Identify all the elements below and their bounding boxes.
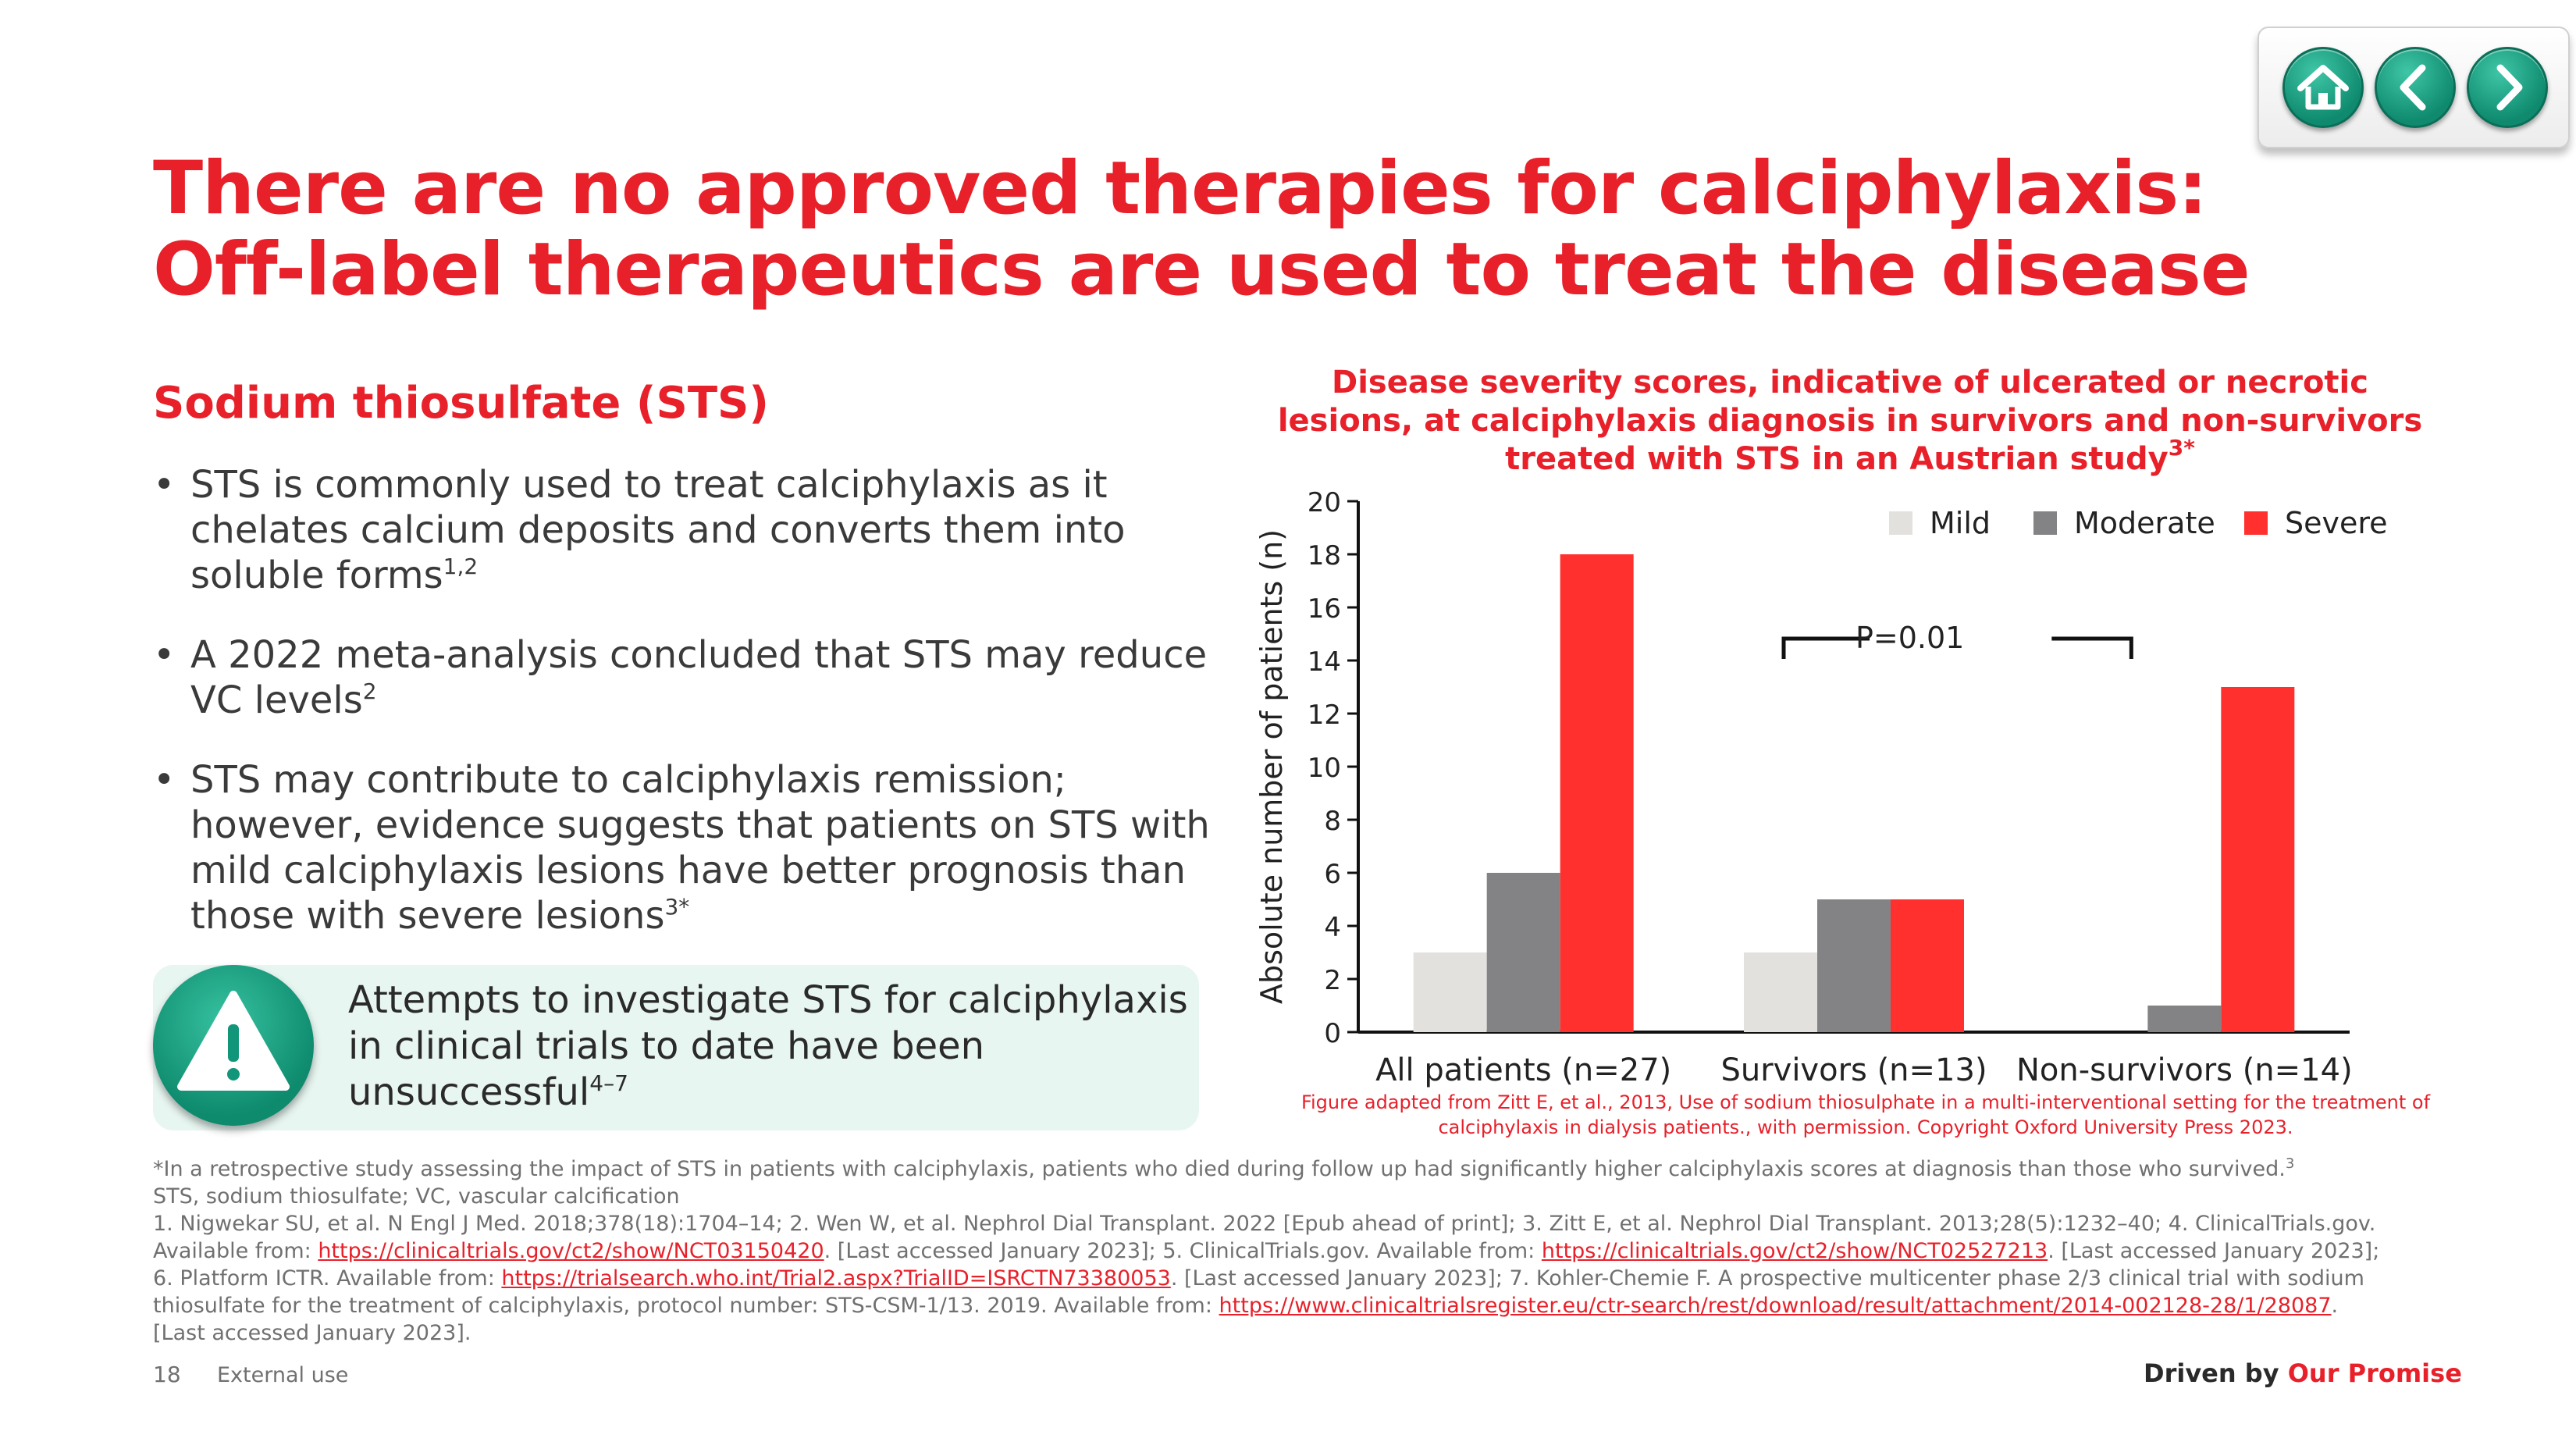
bar-mild — [1413, 952, 1487, 1032]
section-heading: Sodium thiosulfate (STS) — [153, 378, 769, 429]
reference-line: [Last accessed January 2023]. — [153, 1321, 471, 1345]
x-tick-label: All patients (n=27) — [1375, 1052, 1671, 1088]
forward-button[interactable] — [2467, 47, 2548, 128]
bar-severe — [1891, 899, 1964, 1032]
reference-link[interactable]: https://clinicaltrials.gov/ct2/show/NCT0… — [318, 1239, 824, 1263]
y-tick-label: 6 — [1324, 859, 1341, 890]
y-tick-label: 8 — [1324, 806, 1341, 837]
page-number: 18 — [153, 1362, 181, 1387]
reference-link[interactable]: https://clinicaltrials.gov/ct2/show/NCT0… — [1541, 1239, 2048, 1263]
footnote-study: *In a retrospective study assessing the … — [153, 1155, 2295, 1182]
chevron-left-icon — [2400, 64, 2426, 111]
figure-caption: Figure adapted from Zitt E, et al., 2013… — [1300, 1091, 2431, 1138]
classification-label: External use — [217, 1363, 349, 1387]
bullet-item: STS may contribute to calciphylaxis remi… — [153, 757, 1215, 938]
y-axis-label: Absolute number of patients (n) — [1254, 529, 1289, 1004]
reference-superscript: 4–7 — [589, 1070, 628, 1096]
footnote-abbreviations: STS, sodium thiosulfate; VC, vascular ca… — [153, 1184, 680, 1209]
bullet-item: A 2022 meta-analysis concluded that STS … — [153, 632, 1215, 723]
reference-link[interactable]: https://trialsearch.who.int/Trial2.aspx?… — [501, 1266, 1171, 1291]
legend-label-severe: Severe — [2285, 506, 2388, 540]
back-button[interactable] — [2375, 47, 2456, 128]
home-icon — [2297, 65, 2349, 110]
legend-label-moderate: Moderate — [2074, 506, 2215, 540]
significance-bracket-right — [2051, 636, 2133, 659]
navigation-panel — [2258, 27, 2570, 148]
y-tick-label: 14 — [1308, 646, 1341, 678]
reference-superscript: 3* — [664, 894, 690, 920]
bar-mild — [1744, 952, 1817, 1032]
reference-line: thiosulfate for the treatment of calciph… — [153, 1294, 2339, 1318]
bar-moderate — [2147, 1006, 2222, 1032]
x-tick-label: Non-survivors (n=14) — [2016, 1052, 2353, 1088]
bar-moderate — [1817, 899, 1891, 1032]
warning-icon — [177, 991, 290, 1091]
bar-chart: 0 2 4 6 8 10 12 14 16 18 20 Absolute number of pati… — [1254, 487, 2388, 1088]
reference-link[interactable]: https://www.clinicaltrialsregister.eu/ct… — [1219, 1294, 2332, 1318]
page-title-line-1: There are no approved therapies for calc… — [153, 146, 2208, 231]
bar-severe — [2221, 687, 2295, 1032]
x-tick-label: Survivors (n=13) — [1720, 1052, 1987, 1088]
callout-box — [153, 965, 1199, 1130]
reference-line: Available from: https://clinicaltrials.g… — [153, 1239, 2380, 1263]
bar-severe — [1560, 554, 1634, 1032]
warning-badge — [153, 965, 314, 1126]
y-tick-label: 0 — [1324, 1018, 1341, 1049]
legend-label-mild: Mild — [1930, 506, 1991, 540]
callout-text: Attempts to investigate STS for calciphy… — [348, 978, 1188, 1114]
bullet-list: STS is commonly used to treat calciphyla… — [153, 462, 1215, 973]
y-tick-label: 18 — [1308, 540, 1341, 571]
reference-superscript: 1,2 — [443, 554, 479, 579]
chart-title: Disease severity scores, indicative of u… — [1277, 365, 2423, 477]
significance-bracket-left — [1781, 636, 1870, 659]
reference-superscript: 2 — [362, 678, 377, 704]
footnotes: *In a retrospective study assessing the … — [153, 1155, 2464, 1347]
y-tick-label: 16 — [1308, 593, 1341, 625]
brand-tagline: Driven by Our Promise — [2144, 1358, 2462, 1388]
reference-line: 1. Nigwekar SU, et al. N Engl J Med. 201… — [153, 1212, 2376, 1236]
y-tick-label: 2 — [1324, 965, 1341, 996]
p-value-annotation: P=0.01 — [1856, 621, 1964, 655]
bar-moderate — [1486, 873, 1560, 1032]
chevron-right-icon — [2496, 64, 2523, 111]
y-tick-label: 10 — [1308, 753, 1341, 784]
bullet-item: STS is commonly used to treat calciphyla… — [153, 462, 1215, 598]
y-tick-label: 20 — [1308, 487, 1341, 518]
legend-swatch-moderate — [2033, 511, 2057, 535]
legend-swatch-mild — [1889, 511, 1912, 535]
page-title: There are no approved therapies for calc… — [153, 148, 2261, 311]
reference-line: 6. Platform ICTR. Available from: https:… — [153, 1266, 2364, 1291]
y-tick-label: 4 — [1324, 912, 1341, 943]
home-button[interactable] — [2282, 47, 2364, 128]
legend-swatch-severe — [2244, 511, 2268, 535]
y-tick-label: 12 — [1308, 700, 1341, 731]
page-title-line-2: Off-label therapeutics are used to treat… — [153, 227, 2250, 312]
reference-superscript: 3* — [2168, 435, 2195, 461]
